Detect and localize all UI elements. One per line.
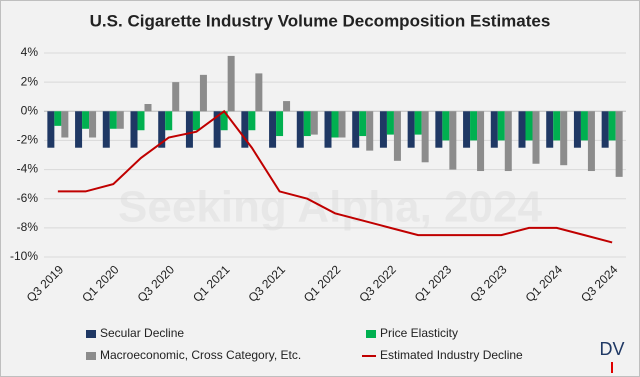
bar: [248, 111, 256, 131]
bar: [185, 111, 193, 148]
bar: [137, 111, 145, 131]
y-tick-label: -8%: [17, 220, 39, 234]
bar: [497, 111, 505, 141]
bar: [504, 111, 512, 172]
bar: [560, 111, 568, 166]
y-tick-label: 4%: [21, 45, 39, 59]
bar: [283, 101, 291, 112]
bar: [477, 111, 485, 172]
bar: [116, 111, 124, 129]
bar: [61, 111, 69, 138]
bar: [601, 111, 609, 148]
bar: [82, 111, 90, 129]
bar: [490, 111, 498, 148]
bar: [449, 111, 457, 170]
bar: [463, 111, 471, 148]
bar: [296, 111, 304, 148]
bar: [158, 111, 166, 148]
bar: [269, 111, 277, 148]
bar: [331, 111, 339, 138]
bar: [553, 111, 561, 141]
bar: [359, 111, 367, 137]
bar: [470, 111, 478, 141]
bar: [89, 111, 97, 138]
y-tick-label: -6%: [17, 191, 39, 205]
bar: [525, 111, 533, 141]
bar: [255, 73, 263, 112]
bar: [518, 111, 526, 148]
bar: [414, 111, 422, 135]
bar: [303, 111, 311, 137]
bar: [615, 111, 623, 177]
legend-label: Price Elasticity: [380, 326, 458, 340]
bar: [227, 55, 235, 112]
bar: [172, 82, 180, 112]
bar: [102, 111, 110, 148]
bar: [442, 111, 450, 141]
bar: [109, 111, 117, 129]
bar: [144, 104, 152, 112]
y-tick-label: 2%: [21, 74, 39, 88]
bar: [213, 111, 221, 148]
bar: [532, 111, 540, 164]
bar: [324, 111, 332, 148]
bar: [393, 111, 401, 161]
bar: [241, 111, 249, 148]
chart-title: U.S. Cigarette Industry Volume Decomposi…: [90, 11, 551, 30]
legend-swatch: [366, 330, 376, 338]
line: [57, 109, 613, 244]
bar: [407, 111, 415, 148]
bar: [276, 111, 284, 137]
legend-label: Macroeconomic, Cross Category, Etc.: [100, 348, 301, 362]
legend-swatch: [86, 330, 96, 338]
bar: [220, 111, 228, 131]
bar: [366, 111, 374, 151]
bar: [47, 111, 55, 148]
legend-swatch: [86, 352, 96, 360]
logo-mark: [611, 362, 613, 373]
logo: DV: [599, 339, 624, 359]
bar: [587, 111, 595, 172]
bar: [608, 111, 616, 141]
bar: [199, 74, 207, 112]
bar: [580, 111, 588, 141]
watermark: Seeking Alpha, 2024: [118, 183, 542, 232]
bar: [386, 111, 394, 135]
bar: [352, 111, 360, 148]
bar: [546, 111, 554, 148]
bar: [130, 111, 138, 148]
legend-label: Secular Decline: [100, 326, 184, 340]
y-tick-label: -2%: [17, 133, 39, 147]
y-tick-label: -4%: [17, 162, 39, 176]
bar: [192, 111, 200, 131]
bar: [379, 111, 387, 148]
bar: [54, 111, 62, 126]
bar: [75, 111, 83, 148]
bar: [435, 111, 443, 148]
bar: [421, 111, 429, 163]
bar: [310, 111, 318, 135]
bar: [573, 111, 581, 148]
bar: [165, 111, 173, 131]
legend-label: Estimated Industry Decline: [380, 348, 523, 362]
bar: [338, 111, 346, 138]
y-tick-label: -10%: [10, 249, 38, 263]
y-tick-label: 0%: [21, 103, 39, 117]
